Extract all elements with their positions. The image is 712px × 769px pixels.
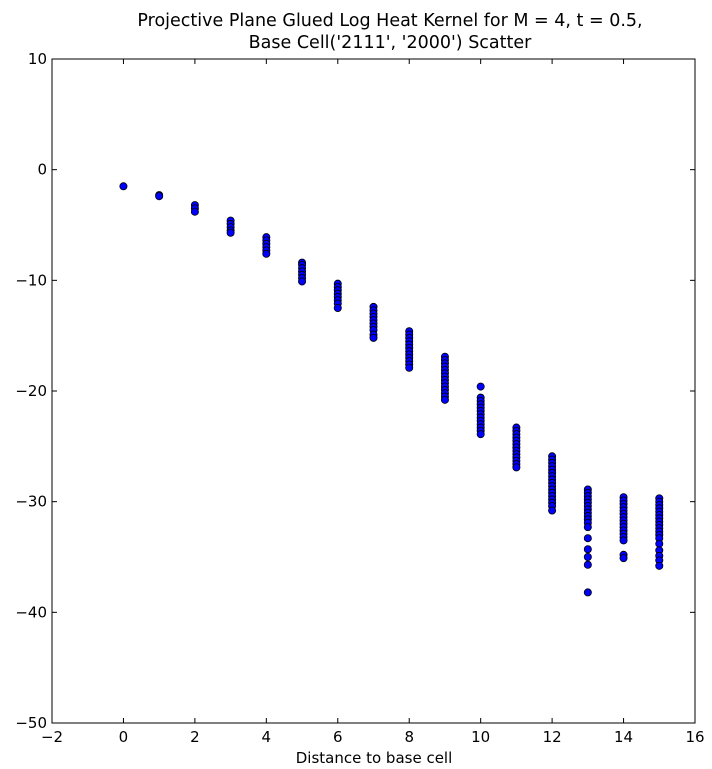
scatter-point bbox=[619, 554, 628, 563]
x-tick-label: 8 bbox=[404, 728, 414, 746]
chart-title-line-1: Projective Plane Glued Log Heat Kernel f… bbox=[137, 11, 642, 31]
scatter-point bbox=[262, 249, 271, 258]
scatter-point bbox=[619, 536, 628, 545]
x-tick-label: 16 bbox=[685, 728, 704, 746]
scatter-point bbox=[583, 523, 592, 532]
x-tick-label: 14 bbox=[614, 728, 633, 746]
chart-title: Projective Plane Glued Log Heat Kernel f… bbox=[137, 11, 642, 53]
scatter-point bbox=[405, 363, 414, 372]
plot-area bbox=[51, 58, 696, 724]
scatter-point bbox=[369, 333, 378, 342]
x-tick-label: 10 bbox=[471, 728, 490, 746]
plot-frame bbox=[51, 58, 696, 724]
scatter-point bbox=[512, 463, 521, 472]
y-tick-label: −40 bbox=[15, 603, 47, 621]
scatter-point bbox=[583, 545, 592, 554]
x-tick-label: 2 bbox=[190, 728, 200, 746]
scatter-point bbox=[298, 277, 307, 286]
scatter-point bbox=[548, 506, 557, 515]
scatter-point bbox=[583, 560, 592, 569]
scatter-point bbox=[655, 539, 664, 548]
x-tick-label: 12 bbox=[543, 728, 562, 746]
x-tick-label: 0 bbox=[119, 728, 129, 746]
y-tick-label: 10 bbox=[28, 50, 47, 68]
scatter-point bbox=[583, 588, 592, 597]
scatter-point bbox=[440, 395, 449, 404]
scatter-point bbox=[476, 430, 485, 439]
y-tick-label: −50 bbox=[15, 714, 47, 732]
scatter-point bbox=[119, 182, 128, 191]
x-tick-label: 4 bbox=[262, 728, 272, 746]
scatter-point bbox=[226, 228, 235, 237]
chart-title-line-2: Base Cell('2111', '2000') Scatter bbox=[249, 33, 532, 53]
scatter-point bbox=[583, 534, 592, 543]
y-tick-label: −30 bbox=[15, 493, 47, 511]
y-tick-label: −10 bbox=[15, 271, 47, 289]
x-tick-label: 6 bbox=[333, 728, 343, 746]
scatter-point bbox=[333, 303, 342, 312]
x-axis-label: Distance to base cell bbox=[296, 749, 453, 767]
scatter-point bbox=[655, 561, 664, 570]
data-points bbox=[119, 182, 664, 597]
scatter-point bbox=[190, 207, 199, 216]
scatter-point bbox=[155, 192, 164, 201]
y-tick-label: 0 bbox=[37, 161, 47, 179]
scatter-point bbox=[476, 382, 485, 391]
y-tick-label: −20 bbox=[15, 382, 47, 400]
x-tick-label: −2 bbox=[41, 728, 63, 746]
scatter-point bbox=[583, 553, 592, 562]
